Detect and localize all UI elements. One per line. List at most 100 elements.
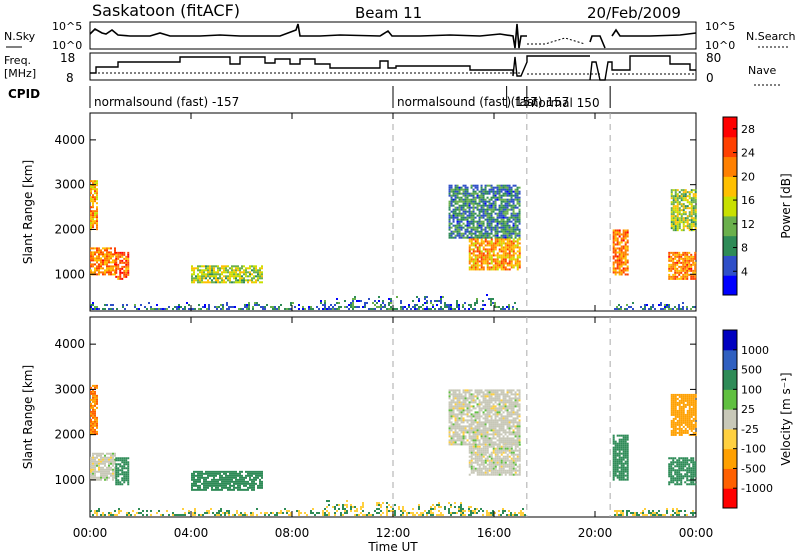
colorbar-segment	[723, 215, 737, 237]
echo-region	[90, 180, 98, 231]
colorbar-tick-label: 12	[741, 218, 755, 231]
y-tick-label: 4000	[54, 337, 85, 351]
nave-tick-low: 0	[706, 71, 714, 85]
colorbar-tick-label: 28	[741, 123, 755, 136]
x-axis-title: Time UT	[367, 540, 418, 554]
colorbar-tick-label: 8	[741, 242, 748, 255]
cpid-segment-label: normal 150	[531, 96, 600, 110]
y-axis-title: Slant Range [km]	[21, 160, 35, 264]
y-tick-label: 1000	[54, 267, 85, 281]
echo-region	[670, 393, 697, 436]
cpid-segment-label: (fast) 157	[511, 95, 570, 109]
colorbar-segment	[723, 468, 737, 489]
echo-region	[90, 247, 116, 276]
beam-title: Beam 11	[355, 4, 422, 22]
echo-region	[448, 184, 521, 239]
cpid-row: normalsound (fast) -157 normalsound (fast…	[89, 86, 611, 110]
colorbar-tick-label: 4	[741, 265, 748, 278]
echo-region	[612, 434, 629, 481]
colorbar-tick-label: -100	[741, 443, 766, 456]
y-tick-label: 4000	[54, 133, 85, 147]
echo-region	[668, 251, 697, 280]
colorbar-segment	[723, 369, 737, 390]
y-tick-label: 3000	[54, 178, 85, 192]
freq-tick-low: 8	[66, 71, 74, 85]
echo-region	[668, 457, 697, 486]
colorbar-title: Velocity [m s⁻¹]	[779, 372, 793, 465]
y-axis-title: Slant Range [km]	[21, 365, 35, 469]
x-tick-label: 12:00	[376, 526, 411, 540]
colorbar-tick-label: 25	[741, 403, 755, 416]
x-tick-label: 20:00	[578, 526, 613, 540]
colorbar-tick-label: 100	[741, 383, 762, 396]
echo-region	[670, 189, 697, 232]
ground-scatter	[90, 500, 696, 516]
nsearch-tick-high: 10^5	[705, 20, 735, 33]
nsky-trace	[89, 23, 697, 49]
freq-tick-high: 18	[60, 51, 75, 65]
ground-scatter	[90, 294, 696, 310]
echo-region	[448, 389, 521, 446]
nsearch-tick-low: 10^0	[705, 39, 735, 52]
colorbar-segment	[723, 255, 737, 276]
nsky-tick-high: 10^5	[52, 20, 82, 33]
nsky-strip-frame	[89, 21, 697, 50]
colorbar-segment	[723, 117, 737, 138]
x-tick-label: 00:00	[73, 526, 108, 540]
colorbar-tick-label: -1000	[741, 482, 773, 495]
colorbar-tick-label: -500	[741, 462, 766, 475]
echo-region	[191, 470, 263, 491]
colorbar-segment	[723, 156, 737, 177]
x-tick-label: 16:00	[477, 526, 512, 540]
echo-region	[468, 238, 521, 271]
nsearch-label: N.Search	[746, 30, 796, 43]
nave-trace	[90, 72, 696, 75]
colorbar-tick-label: -25	[741, 423, 759, 436]
colorbar-segment	[723, 275, 737, 296]
cpid-segment-label: normalsound (fast) -157	[94, 95, 239, 109]
echo-region	[612, 229, 629, 276]
cpid-segment-label: normalsound (fast) 157	[397, 95, 538, 109]
colorbar-tick-label: 24	[741, 147, 755, 160]
colorbar-segment	[723, 389, 737, 410]
nave-label: Nave	[748, 64, 776, 77]
echo-region	[468, 443, 521, 476]
colorbar-segment	[723, 196, 737, 217]
power-panel: 1000 2000 3000 4000 Slant Range [km] 4 8 12 16 20…	[21, 112, 793, 312]
x-tick-label: 00:00	[679, 526, 714, 540]
freq-trace	[90, 55, 696, 81]
echo-region	[115, 251, 130, 280]
y-tick-label: 3000	[54, 382, 85, 396]
y-tick-label: 2000	[54, 428, 85, 442]
echo-region	[115, 457, 130, 486]
colorbar-frame	[722, 329, 738, 509]
colorbar-segment	[723, 428, 737, 450]
colorbar-segment	[723, 448, 737, 469]
cpid-label: CPID	[8, 87, 40, 101]
colorbar-segment	[723, 136, 737, 158]
nsky-tick-low: 10^0	[52, 39, 82, 52]
echo-region	[191, 265, 263, 284]
colorbar-tick-label: 16	[741, 194, 755, 207]
freq-label: Freq.	[4, 54, 31, 67]
x-tick-label: 04:00	[174, 526, 209, 540]
colorbar-title: Power [dB]	[779, 173, 793, 238]
freq-strip-frame	[89, 52, 697, 81]
nsearch-trace	[527, 37, 586, 45]
freq-unit-label: [MHz]	[4, 67, 36, 80]
y-tick-label: 2000	[54, 222, 85, 236]
colorbar-tick-label: 20	[741, 170, 755, 183]
colorbar-segment	[723, 409, 737, 430]
velocity-panel: 1000 2000 3000 4000 Slant Range [km] 00:00 04:…	[21, 316, 793, 540]
colorbar-tick-label: 1000	[741, 344, 769, 357]
echo-region	[90, 452, 116, 481]
colorbar-segment	[723, 176, 737, 197]
colorbar-tick-label: 500	[741, 364, 762, 377]
colorbar-segment	[723, 235, 737, 256]
y-tick-label: 1000	[54, 473, 85, 487]
station-title: Saskatoon (fitACF)	[92, 1, 240, 20]
nsky-label: N.Sky	[4, 30, 36, 43]
date-title: 20/Feb/2009	[587, 4, 681, 22]
colorbar-frame	[722, 116, 738, 296]
